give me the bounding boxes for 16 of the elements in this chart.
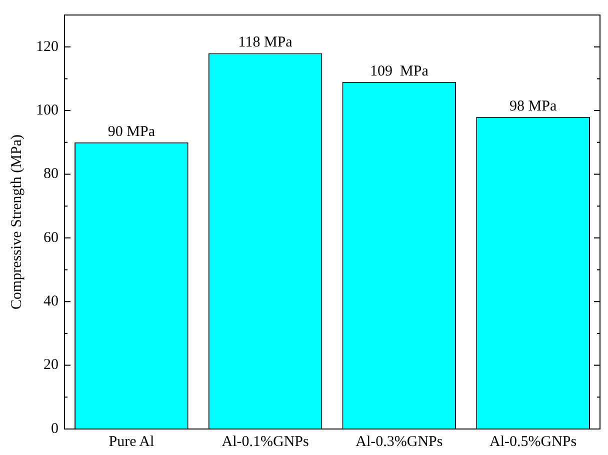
data-label: 90 MPa [108, 124, 156, 140]
y-tick-label: 80 [44, 166, 58, 182]
x-tick-label: Pure Al [108, 434, 154, 450]
x-tick-label: Al-0.1%GNPs [222, 434, 310, 450]
y-tick-label: 0 [51, 420, 58, 437]
x-tick-label: Al-0.3%GNPs [356, 434, 443, 450]
y-tick-label: 60 [44, 230, 58, 246]
y-tick-label: 120 [36, 38, 58, 55]
y-tick-label: 40 [44, 294, 58, 310]
y-axis-title: Compressive Strength (MPa) [8, 134, 25, 310]
data-label: 109 MPa [370, 63, 429, 80]
data-label: 98 MPa [510, 98, 557, 114]
y-tick-label: 100 [36, 102, 58, 118]
data-label: 118 MPa [238, 34, 293, 51]
y-tick-label: 20 [44, 357, 58, 374]
x-tick-label: Al-0.5%GNPs [490, 434, 577, 450]
